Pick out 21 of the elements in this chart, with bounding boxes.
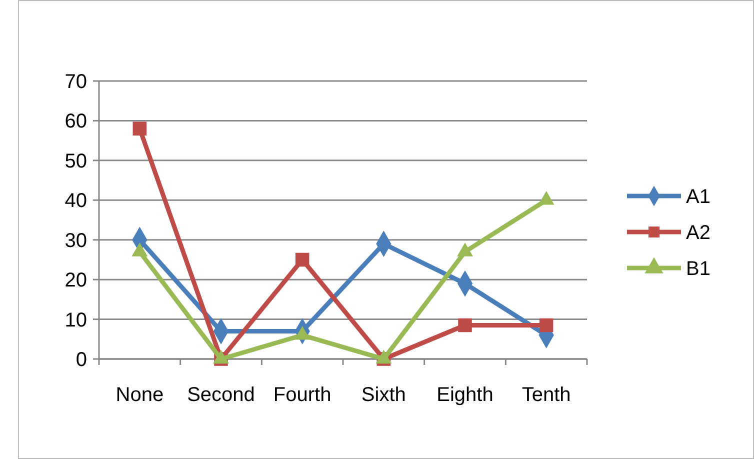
point — [539, 318, 554, 332]
legend-label: A1 — [686, 186, 710, 208]
legend-label: B1 — [686, 258, 710, 280]
y-tick-label: 0 — [76, 349, 87, 371]
y-tick-label: 10 — [64, 309, 87, 332]
y-tick-label: 70 — [64, 71, 87, 93]
y-tick-label: 60 — [64, 110, 87, 133]
x-tick-label: Eighth — [436, 384, 494, 406]
legend-label: A2 — [686, 222, 710, 244]
y-tick-label: 50 — [64, 150, 87, 172]
y-tick-label: 30 — [64, 230, 87, 252]
y-tick-label: 20 — [64, 270, 87, 292]
y-tick-label: 40 — [64, 190, 87, 212]
x-tick-label: Fourth — [273, 384, 332, 406]
x-tick-label: Sixth — [361, 384, 406, 406]
point — [132, 122, 147, 136]
x-tick-label: Tenth — [522, 384, 571, 406]
point — [295, 252, 310, 267]
x-tick-label: Second — [187, 384, 255, 406]
point — [458, 318, 472, 332]
x-tick-label: None — [116, 384, 164, 406]
